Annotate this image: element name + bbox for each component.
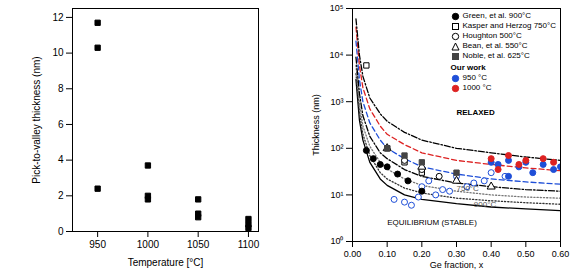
svg-text:0.30: 0.30: [448, 249, 466, 259]
html-text:Bean, et al. 550°C: Bean, et al. 550°C: [462, 41, 528, 50]
svg-text:10: 10: [52, 47, 64, 58]
svg-text:EQUILIBRIUM (STABLE): EQUILIBRIUM (STABLE): [387, 218, 477, 227]
html-text:Kasper and Herzog 750°C: Kasper and Herzog 750°C: [462, 21, 556, 30]
svg-text:1050: 1050: [187, 239, 210, 250]
svg-text:0.60: 0.60: [552, 249, 570, 259]
html-text:Our work: Our work: [450, 63, 486, 72]
svg-text:Ge fraction, x: Ge fraction, x: [430, 260, 484, 270]
svg-text:12: 12: [52, 12, 64, 23]
svg-text:6: 6: [58, 119, 64, 130]
svg-text:8: 8: [58, 83, 64, 94]
svg-text:0.20: 0.20: [413, 249, 431, 259]
svg-text:10⁵: 10⁵: [330, 3, 344, 13]
svg-text:0.40: 0.40: [482, 249, 500, 259]
html-text:950 °C: 950 °C: [462, 73, 488, 82]
svg-text:RELAXED: RELAXED: [457, 108, 495, 117]
svg-text:0: 0: [58, 226, 64, 237]
svg-text:4: 4: [58, 154, 64, 165]
html-text:Noble, et al. 625°C: Noble, et al. 625°C: [462, 51, 530, 60]
svg-text:0.00: 0.00: [344, 249, 362, 259]
svg-text:0.50: 0.50: [517, 249, 535, 259]
html-text:1000 °C: 1000 °C: [462, 83, 492, 92]
svg-text:750°C: 750°C: [457, 184, 480, 193]
svg-text:0.10: 0.10: [378, 249, 396, 259]
svg-text:1100: 1100: [238, 239, 260, 250]
html-text:Green, et al. 900°C: Green, et al. 900°C: [462, 11, 532, 20]
svg-text:10²: 10²: [330, 143, 343, 153]
svg-text:1000: 1000: [137, 239, 160, 250]
svg-text:10⁰: 10⁰: [330, 236, 343, 246]
svg-text:10⁴: 10⁴: [330, 50, 344, 60]
svg-text:10³: 10³: [330, 97, 343, 107]
svg-text:950: 950: [89, 239, 106, 250]
html-text:Houghton 500°C: Houghton 500°C: [462, 31, 522, 40]
svg-text:2: 2: [58, 190, 64, 201]
svg-text:Thickness (nm): Thickness (nm): [311, 94, 321, 156]
svg-text:Pick-to-valley thickness (nm): Pick-to-valley thickness (nm): [31, 56, 42, 183]
svg-text:900°C: 900°C: [474, 200, 497, 209]
svg-text:10¹: 10¹: [330, 190, 343, 200]
svg-text:Temperature [°C]: Temperature [°C]: [128, 257, 204, 268]
